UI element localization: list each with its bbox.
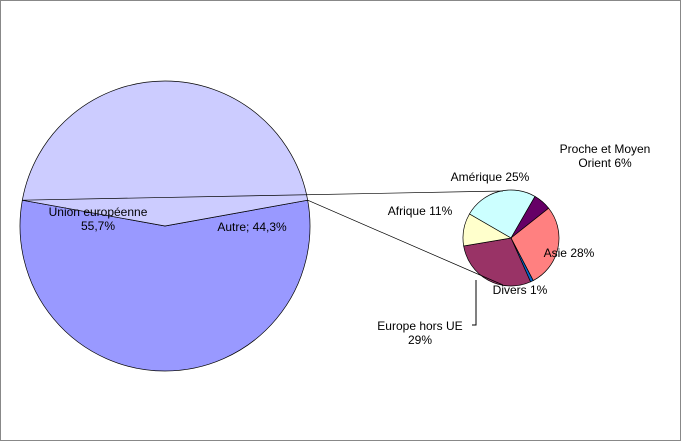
data-label: Proche et Moyen	[560, 142, 651, 156]
data-label: 55,7%	[81, 219, 115, 233]
pie-slice	[463, 237, 531, 287]
data-label: Amérique 25%	[451, 170, 530, 184]
data-label: Afrique 11%	[388, 204, 453, 218]
leader-line	[472, 280, 477, 326]
pie-slice	[21, 80, 309, 227]
data-label: Autre; 44,3%	[217, 220, 287, 234]
data-label: Divers 1%	[493, 283, 548, 297]
data-label: Orient 6%	[578, 156, 632, 170]
data-label: Asie 28%	[544, 246, 595, 260]
pie-slice	[510, 207, 560, 282]
data-label: 29%	[408, 333, 432, 347]
pie-slice	[468, 189, 536, 239]
connector-line	[307, 199, 504, 286]
connector-line	[22, 190, 504, 201]
data-label: Europe hors UE	[377, 319, 462, 333]
pie-slice	[462, 213, 513, 247]
data-label: Union européenne	[49, 205, 148, 219]
pie-slice	[19, 199, 311, 372]
